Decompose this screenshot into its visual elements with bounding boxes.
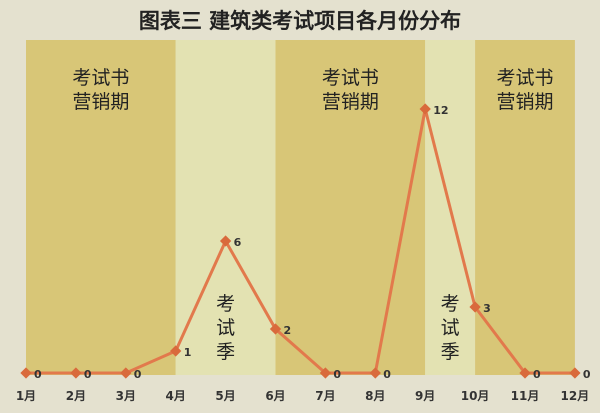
x-tick-label: 10月 <box>461 389 490 403</box>
x-tick-label: 1月 <box>16 389 36 403</box>
series-line <box>26 108 575 375</box>
band-label: 季 <box>216 341 235 363</box>
data-label: 0 <box>134 368 142 381</box>
data-point <box>219 235 232 247</box>
band-marketing <box>475 40 575 375</box>
band-marketing <box>26 40 176 375</box>
data-label: 0 <box>533 368 541 381</box>
band-label: 试 <box>441 317 460 339</box>
band-label: 考试书 <box>72 67 129 89</box>
data-label: 0 <box>583 368 591 381</box>
band-label: 考 <box>216 293 235 315</box>
band-label: 营销期 <box>72 91 129 113</box>
x-tick-label: 8月 <box>365 389 385 403</box>
data-label: 3 <box>483 302 491 315</box>
data-label: 0 <box>34 368 42 381</box>
data-label: 2 <box>284 324 292 337</box>
x-tick-label: 4月 <box>166 389 186 403</box>
data-point <box>319 367 332 379</box>
data-label: 0 <box>84 368 92 381</box>
x-tick-label: 9月 <box>415 389 435 403</box>
data-label: 0 <box>383 368 391 381</box>
data-label: 12 <box>433 104 448 117</box>
x-tick-label: 6月 <box>265 389 285 403</box>
band-marketing <box>275 40 426 375</box>
band-exam <box>175 40 276 375</box>
data-label: 6 <box>234 236 242 249</box>
x-tick-label: 2月 <box>66 389 86 403</box>
band-label: 考试书 <box>496 67 553 89</box>
x-tick-label: 7月 <box>315 389 335 403</box>
band-label: 考试书 <box>322 67 379 89</box>
x-tick-label: 3月 <box>116 389 136 403</box>
data-point <box>269 323 282 335</box>
x-tick-label: 11月 <box>511 389 540 403</box>
band-label: 试 <box>216 317 235 339</box>
band-label: 季 <box>441 341 460 363</box>
band-label: 考 <box>441 293 460 315</box>
x-tick-label: 12月 <box>561 389 590 403</box>
x-tick-label: 5月 <box>215 389 235 403</box>
data-point <box>170 345 182 357</box>
band-label: 营销期 <box>496 91 553 113</box>
band-label: 营销期 <box>322 91 379 113</box>
chart-title: 图表三 建筑类考试项目各月份分布 <box>139 9 461 33</box>
data-point <box>369 367 381 379</box>
data-point <box>569 367 581 379</box>
data-label: 0 <box>333 368 341 381</box>
data-point <box>469 301 481 313</box>
data-label: 1 <box>184 346 192 359</box>
data-point <box>519 367 531 379</box>
